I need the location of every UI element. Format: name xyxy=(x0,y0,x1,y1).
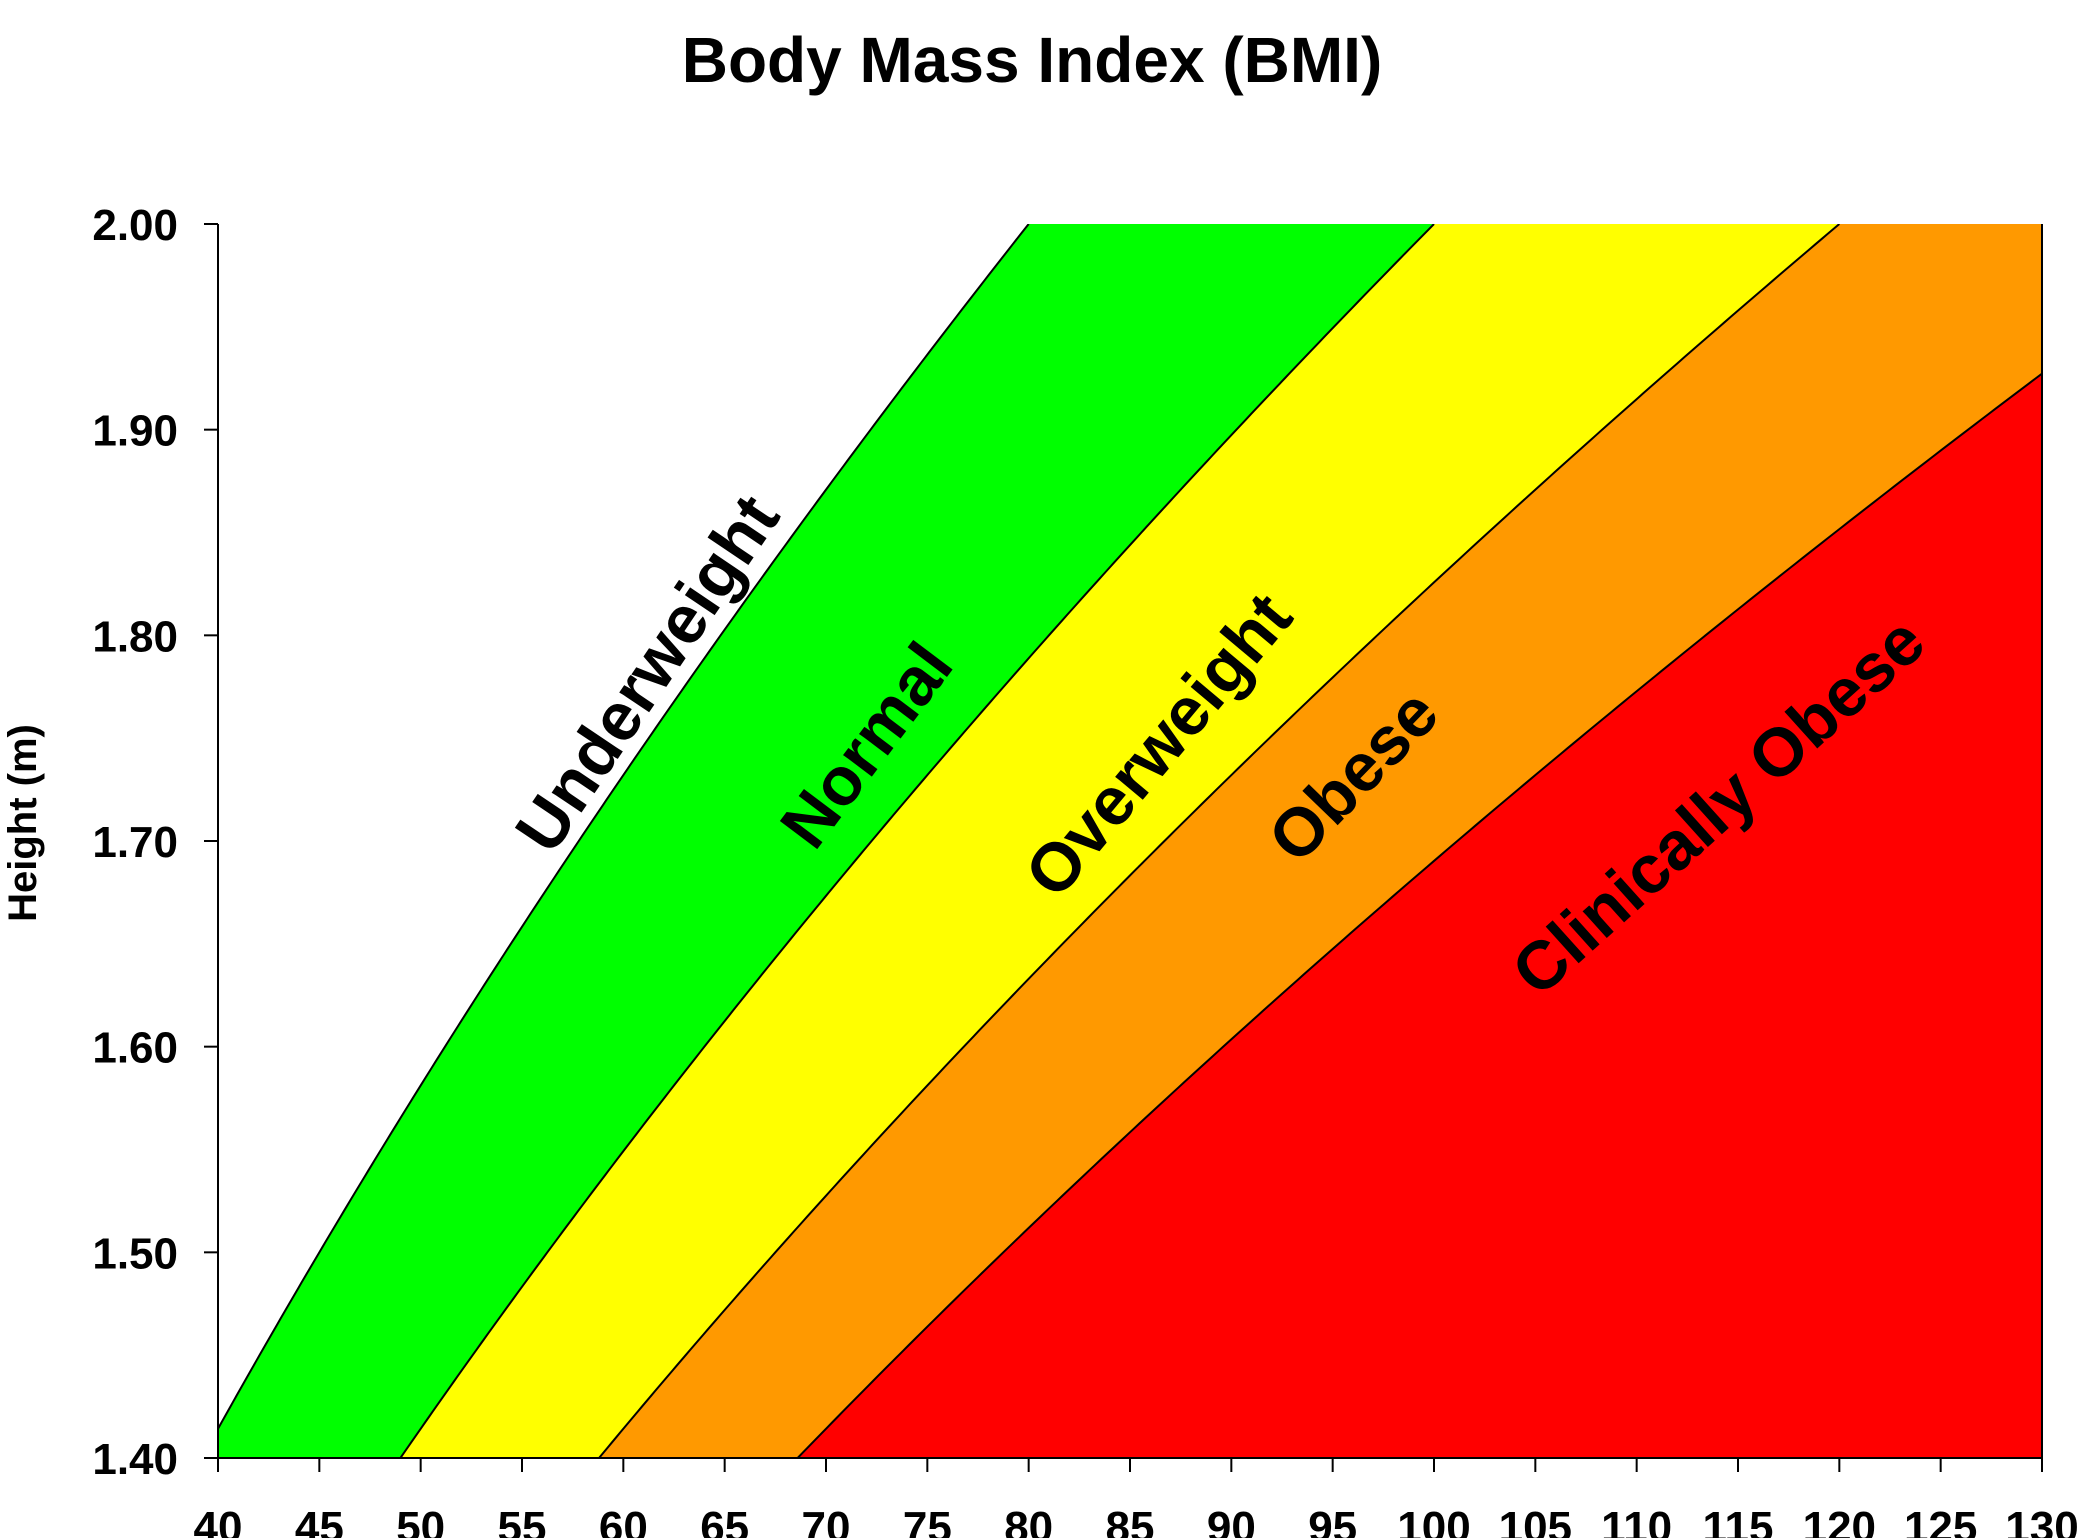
x-tick-label-60: 60 xyxy=(599,1503,648,1538)
x-tick-label-125: 125 xyxy=(1904,1503,1977,1538)
x-tick-label-45: 45 xyxy=(295,1503,344,1538)
zones-layer xyxy=(218,224,2042,1458)
chart-title: Body Mass Index (BMI) xyxy=(682,24,1383,96)
y-tick-label-1.60: 1.60 xyxy=(92,1024,178,1073)
x-tick-label-75: 75 xyxy=(903,1503,952,1538)
x-tick-label-70: 70 xyxy=(802,1503,851,1538)
x-tick-label-120: 120 xyxy=(1803,1503,1876,1538)
zone-clinically-obese xyxy=(797,373,2042,1458)
y-axis-label: Height (m) xyxy=(1,724,45,922)
y-tick-label-1.50: 1.50 xyxy=(92,1229,178,1278)
x-tick-label-50: 50 xyxy=(396,1503,445,1538)
x-tick-label-55: 55 xyxy=(498,1503,547,1538)
x-tick-label-90: 90 xyxy=(1207,1503,1256,1538)
y-tick-label-1.70: 1.70 xyxy=(92,818,178,867)
x-tick-label-110: 110 xyxy=(1601,1503,1672,1538)
boundary-bmi-30 xyxy=(598,224,1840,1458)
axes-layer: 40 45 50 55 60 65 70 75 80 85 90 95 100 105 110 115 120 1… xyxy=(92,201,2078,1538)
x-tick-label-80: 80 xyxy=(1004,1503,1053,1538)
x-tick-label-105: 105 xyxy=(1499,1503,1572,1538)
zone-underweight xyxy=(218,224,1029,1429)
x-tick-label-85: 85 xyxy=(1106,1503,1155,1538)
y-tick-label-1.90: 1.90 xyxy=(92,407,178,456)
y-tick-label-2.00: 2.00 xyxy=(92,201,178,250)
x-tick-label-95: 95 xyxy=(1308,1503,1357,1538)
boundary-bmi-20 xyxy=(218,224,1030,1431)
x-tick-label-130: 130 xyxy=(2005,1503,2078,1538)
x-tick-label-40: 40 xyxy=(194,1503,243,1538)
x-tick-label-115: 115 xyxy=(1703,1503,1774,1538)
boundary-lines xyxy=(218,224,2042,1458)
zone-normal xyxy=(218,224,1434,1458)
x-tick-label-65: 65 xyxy=(700,1503,749,1538)
y-tick-label-1.40: 1.40 xyxy=(92,1435,178,1484)
boundary-bmi-25 xyxy=(399,224,1435,1458)
zone-overweight xyxy=(400,224,1840,1458)
zone-obese xyxy=(599,224,2042,1458)
boundary-bmi-35 xyxy=(796,372,2042,1458)
y-tick-label-1.80: 1.80 xyxy=(92,612,178,661)
x-tick-label-100: 100 xyxy=(1397,1503,1470,1538)
